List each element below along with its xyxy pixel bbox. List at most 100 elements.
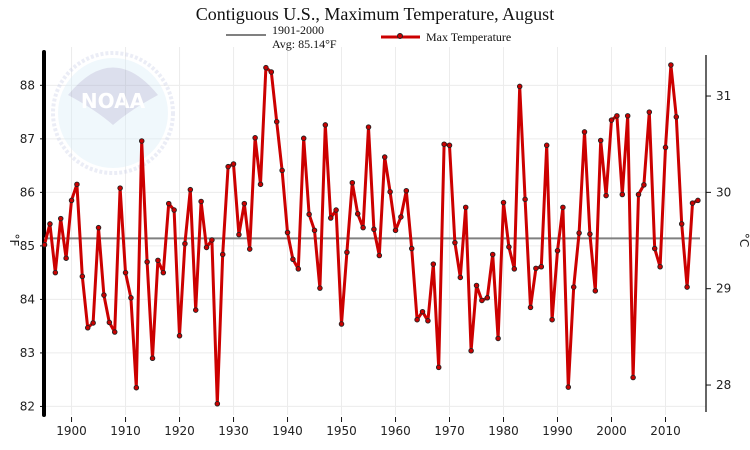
x-tick-label: 2000 bbox=[596, 424, 627, 438]
data-point bbox=[630, 374, 636, 381]
data-point bbox=[290, 256, 296, 263]
data-point bbox=[527, 304, 534, 311]
data-point bbox=[41, 242, 48, 248]
data-point bbox=[263, 64, 269, 71]
data-point bbox=[560, 204, 566, 211]
data-point bbox=[376, 252, 383, 259]
data-point bbox=[581, 129, 588, 135]
data-point bbox=[689, 200, 696, 206]
x-tick-label: 1920 bbox=[164, 424, 195, 438]
y-axis-label-left: °F bbox=[7, 234, 21, 247]
x-tick-label: 1950 bbox=[326, 424, 357, 438]
data-point bbox=[441, 141, 447, 147]
data-point bbox=[452, 239, 458, 246]
data-point bbox=[57, 215, 64, 222]
data-point bbox=[333, 207, 339, 213]
noaa-logo-watermark: NOAA bbox=[51, 51, 175, 175]
data-point bbox=[489, 251, 496, 258]
data-point bbox=[684, 284, 690, 290]
data-point bbox=[603, 192, 609, 199]
y-tick-label-left: 83 bbox=[20, 346, 35, 360]
data-point bbox=[673, 114, 680, 120]
legend: 1901-2000 Avg: 85.14°F Max Temperature bbox=[226, 23, 511, 51]
data-point bbox=[414, 316, 420, 323]
y-tick-label-left: 82 bbox=[20, 399, 35, 413]
data-point bbox=[160, 269, 167, 276]
data-point bbox=[338, 321, 345, 327]
data-point bbox=[657, 264, 663, 270]
data-point bbox=[608, 117, 615, 123]
data-point bbox=[268, 69, 275, 75]
x-tick-label: 1980 bbox=[488, 424, 519, 438]
data-point bbox=[522, 196, 528, 203]
y-tick-label-right: 28 bbox=[716, 378, 731, 392]
legend-average-label-2: Avg: 85.14°F bbox=[272, 37, 337, 51]
data-point bbox=[641, 182, 647, 188]
y-tick-label-left: 84 bbox=[20, 292, 35, 306]
data-point bbox=[311, 227, 318, 234]
data-point bbox=[403, 188, 410, 194]
data-point bbox=[597, 137, 604, 144]
data-point bbox=[322, 122, 329, 128]
data-point bbox=[695, 197, 701, 204]
data-point bbox=[565, 384, 572, 390]
y-tick-label-left: 85 bbox=[20, 239, 35, 253]
x-tick-label: 1970 bbox=[434, 424, 465, 438]
chart-title: Contiguous U.S., Maximum Temperature, Au… bbox=[196, 4, 554, 24]
data-point bbox=[219, 251, 226, 258]
y-tick-label-left: 86 bbox=[20, 185, 35, 199]
legend-series-marker bbox=[397, 33, 403, 39]
data-point bbox=[246, 246, 253, 252]
data-point bbox=[619, 191, 626, 198]
data-point bbox=[214, 401, 221, 407]
data-point bbox=[549, 316, 555, 323]
series-markers bbox=[41, 62, 701, 407]
data-point bbox=[662, 144, 669, 151]
data-point bbox=[273, 118, 280, 125]
data-point bbox=[614, 113, 620, 119]
data-point bbox=[257, 181, 264, 188]
data-point bbox=[284, 229, 291, 236]
data-point bbox=[349, 179, 356, 186]
data-point bbox=[101, 292, 107, 298]
y-axis-label-right: °C bbox=[737, 233, 750, 247]
data-point bbox=[327, 215, 334, 221]
data-point bbox=[468, 348, 474, 354]
data-point bbox=[236, 231, 242, 238]
data-point bbox=[360, 224, 366, 231]
data-point bbox=[241, 200, 248, 207]
data-point bbox=[516, 83, 523, 90]
data-point bbox=[155, 257, 161, 264]
x-tick-label: 2010 bbox=[650, 424, 681, 438]
data-point bbox=[500, 199, 507, 206]
data-point bbox=[117, 185, 123, 191]
data-point bbox=[74, 181, 80, 188]
svg-text:NOAA: NOAA bbox=[81, 89, 146, 113]
data-point bbox=[182, 240, 188, 247]
data-point bbox=[381, 154, 388, 160]
data-point bbox=[587, 231, 593, 237]
series-line-max-temperature bbox=[43, 63, 699, 406]
data-point bbox=[171, 207, 177, 213]
data-point bbox=[317, 285, 323, 291]
data-point bbox=[479, 297, 485, 304]
data-point bbox=[252, 135, 258, 141]
x-tick-label: 1900 bbox=[56, 424, 87, 438]
data-point bbox=[106, 319, 113, 326]
data-point bbox=[430, 261, 437, 267]
x-tick-label: 1930 bbox=[218, 424, 249, 438]
data-point bbox=[511, 266, 518, 272]
data-point bbox=[543, 142, 550, 149]
data-point bbox=[668, 62, 674, 68]
data-point bbox=[462, 204, 469, 211]
data-point bbox=[495, 335, 501, 342]
data-point bbox=[484, 295, 491, 301]
data-point bbox=[646, 109, 653, 115]
data-point bbox=[279, 167, 285, 174]
grid bbox=[44, 47, 706, 415]
x-tick-label: 1990 bbox=[542, 424, 573, 438]
data-point bbox=[230, 161, 237, 167]
data-point bbox=[538, 264, 545, 270]
data-point bbox=[149, 355, 156, 362]
